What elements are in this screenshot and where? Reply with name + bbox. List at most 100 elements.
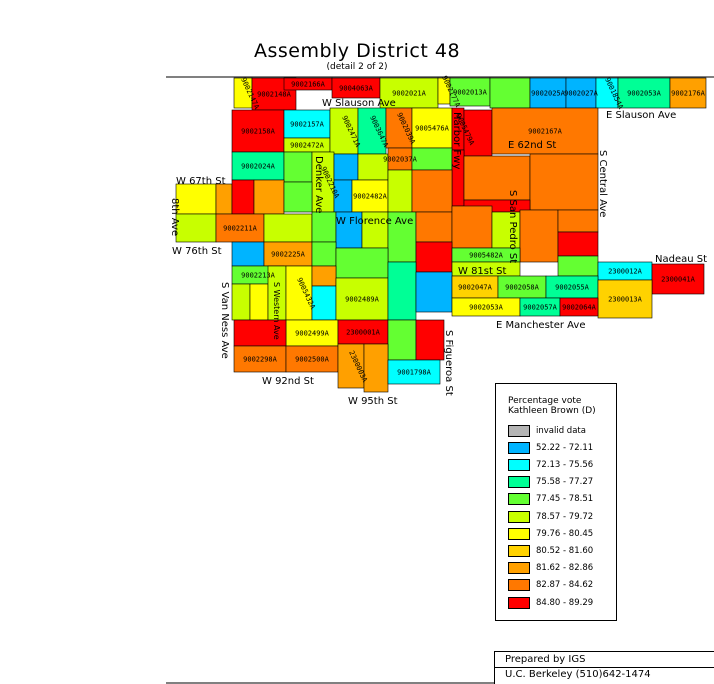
precinct-cell xyxy=(463,155,531,201)
street-e-62nd: E 62nd St xyxy=(508,140,556,151)
credit-contact: U.C. Berkeley (510)642-1474 xyxy=(505,669,651,680)
street-w-95th: W 95th St xyxy=(348,396,398,407)
map-title: Assembly District 48 xyxy=(253,40,461,62)
precinct-cell xyxy=(311,211,337,243)
precinct-cell xyxy=(557,255,599,277)
precinct-cell xyxy=(335,211,363,249)
precinct-cell xyxy=(415,319,445,361)
precinct-label: 9002213A xyxy=(241,272,276,280)
precinct-cell xyxy=(415,241,453,273)
precinct-label: 9002024A xyxy=(241,163,276,171)
precinct-cell xyxy=(387,261,417,321)
street-e-manchester: E Manchester Ave xyxy=(496,320,585,331)
precinct-label: 9002158A xyxy=(241,128,276,136)
precinct-cell xyxy=(333,153,359,181)
legend-label: 52.22 - 72.11 xyxy=(536,442,594,453)
legend-item: 81.62 - 82.86 xyxy=(508,562,593,575)
street-western: S Western Ave xyxy=(272,282,281,340)
precinct-label: 9002472A xyxy=(290,142,325,150)
legend-label: 81.62 - 82.86 xyxy=(536,563,594,574)
legend-swatch xyxy=(508,579,530,592)
precinct-label: 9002057A xyxy=(523,304,558,312)
precinct-cell xyxy=(411,147,453,171)
map-subtitle: (detail 2 of 2) xyxy=(326,62,388,72)
legend-label: 82.87 - 84.62 xyxy=(536,580,594,591)
street-harbor-fwy: Harbor Fwy xyxy=(451,112,462,169)
precinct-cell xyxy=(337,319,389,345)
street-w-florence: W Florence Ave xyxy=(336,216,413,227)
precinct-cell xyxy=(285,265,313,321)
precinct-label: 9002157A xyxy=(290,121,325,129)
precinct-cell xyxy=(285,345,339,373)
legend-item: 72.13 - 75.56 xyxy=(508,458,593,471)
precinct-label: 9002489A xyxy=(345,296,380,304)
precinct-cell xyxy=(529,153,599,211)
legend-subtitle: Kathleen Brown (D) xyxy=(508,406,596,416)
precinct-cell xyxy=(387,169,413,213)
precinct-cell xyxy=(249,283,269,321)
precinct-cell xyxy=(233,319,287,347)
precinct-label: 9002482A xyxy=(353,193,388,201)
precinct-label: 9002166A xyxy=(291,81,326,89)
precinct-label: 9002013A xyxy=(453,89,488,97)
legend-label: 72.13 - 75.56 xyxy=(536,459,594,470)
legend-swatch xyxy=(508,544,530,557)
legend-item: 82.87 - 84.62 xyxy=(508,579,593,592)
street-s-van-ness: S Van Ness Ave xyxy=(219,282,230,359)
precinct-cell xyxy=(215,213,265,243)
legend-label: 75.58 - 77.27 xyxy=(536,477,594,488)
legend-item: invalid data xyxy=(508,424,586,437)
precinct-cell xyxy=(463,109,493,157)
precinct-cell xyxy=(491,107,599,155)
precinct-label: 9002211A xyxy=(223,225,258,233)
precinct-cell xyxy=(175,213,217,243)
precinct-layer xyxy=(175,77,707,393)
precinct-cell xyxy=(415,271,453,313)
street-s-san-pedro: S San Pedro St xyxy=(507,190,518,263)
precinct-cell xyxy=(231,109,285,153)
precinct-cell xyxy=(283,151,313,183)
precinct-label: 9002021A xyxy=(392,90,427,98)
precinct-cell xyxy=(311,265,337,287)
legend-swatch xyxy=(508,493,530,506)
precinct-label: 9002037A xyxy=(383,156,418,164)
precinct-cell xyxy=(263,241,313,267)
precinct-cell xyxy=(565,77,597,109)
precinct-cell xyxy=(385,107,413,149)
precinct-cell xyxy=(283,181,313,213)
legend-item: 52.22 - 72.11 xyxy=(508,441,593,454)
credit-divider xyxy=(495,667,714,668)
precinct-cell xyxy=(449,77,491,107)
legend-swatch xyxy=(508,458,530,471)
precinct-cell xyxy=(335,277,389,321)
precinct-label: 2300012A xyxy=(608,268,643,276)
precinct-label: 9001798A xyxy=(397,369,432,377)
precinct-cell xyxy=(411,107,453,149)
precinct-label: 9002225A xyxy=(271,251,306,259)
precinct-label: 9002167A xyxy=(528,128,563,136)
legend-item: 77.45 - 78.51 xyxy=(508,493,593,506)
precinct-cell xyxy=(617,77,671,109)
credit-prepared-by: Prepared by IGS xyxy=(505,654,586,665)
precinct-label: 2300041A xyxy=(661,276,696,284)
legend-title: Percentage vote xyxy=(508,396,582,406)
street-e-slauson: E Slauson Ave xyxy=(606,110,676,121)
precinct-cell xyxy=(357,153,389,181)
precinct-cell xyxy=(387,211,417,263)
street-s-figueroa: S Figueroa St xyxy=(443,330,454,396)
legend-label: invalid data xyxy=(536,425,586,436)
precinct-label: 9004063A xyxy=(339,85,374,93)
precinct-cell xyxy=(253,179,285,215)
precinct-cell xyxy=(651,263,705,295)
credit-box: Prepared by IGS U.C. Berkeley (510)642-1… xyxy=(494,651,714,684)
precinct-cell xyxy=(411,169,453,213)
precinct-label: 9002064A xyxy=(562,304,597,312)
precinct-cell xyxy=(557,231,599,257)
precinct-cell xyxy=(175,183,217,215)
street-nadeau: Nadeau St xyxy=(655,254,707,265)
legend-swatch xyxy=(508,476,530,489)
precinct-cell xyxy=(231,179,255,215)
legend-item: 79.76 - 80.45 xyxy=(508,527,593,540)
precinct-label: 9002053A xyxy=(469,304,504,312)
